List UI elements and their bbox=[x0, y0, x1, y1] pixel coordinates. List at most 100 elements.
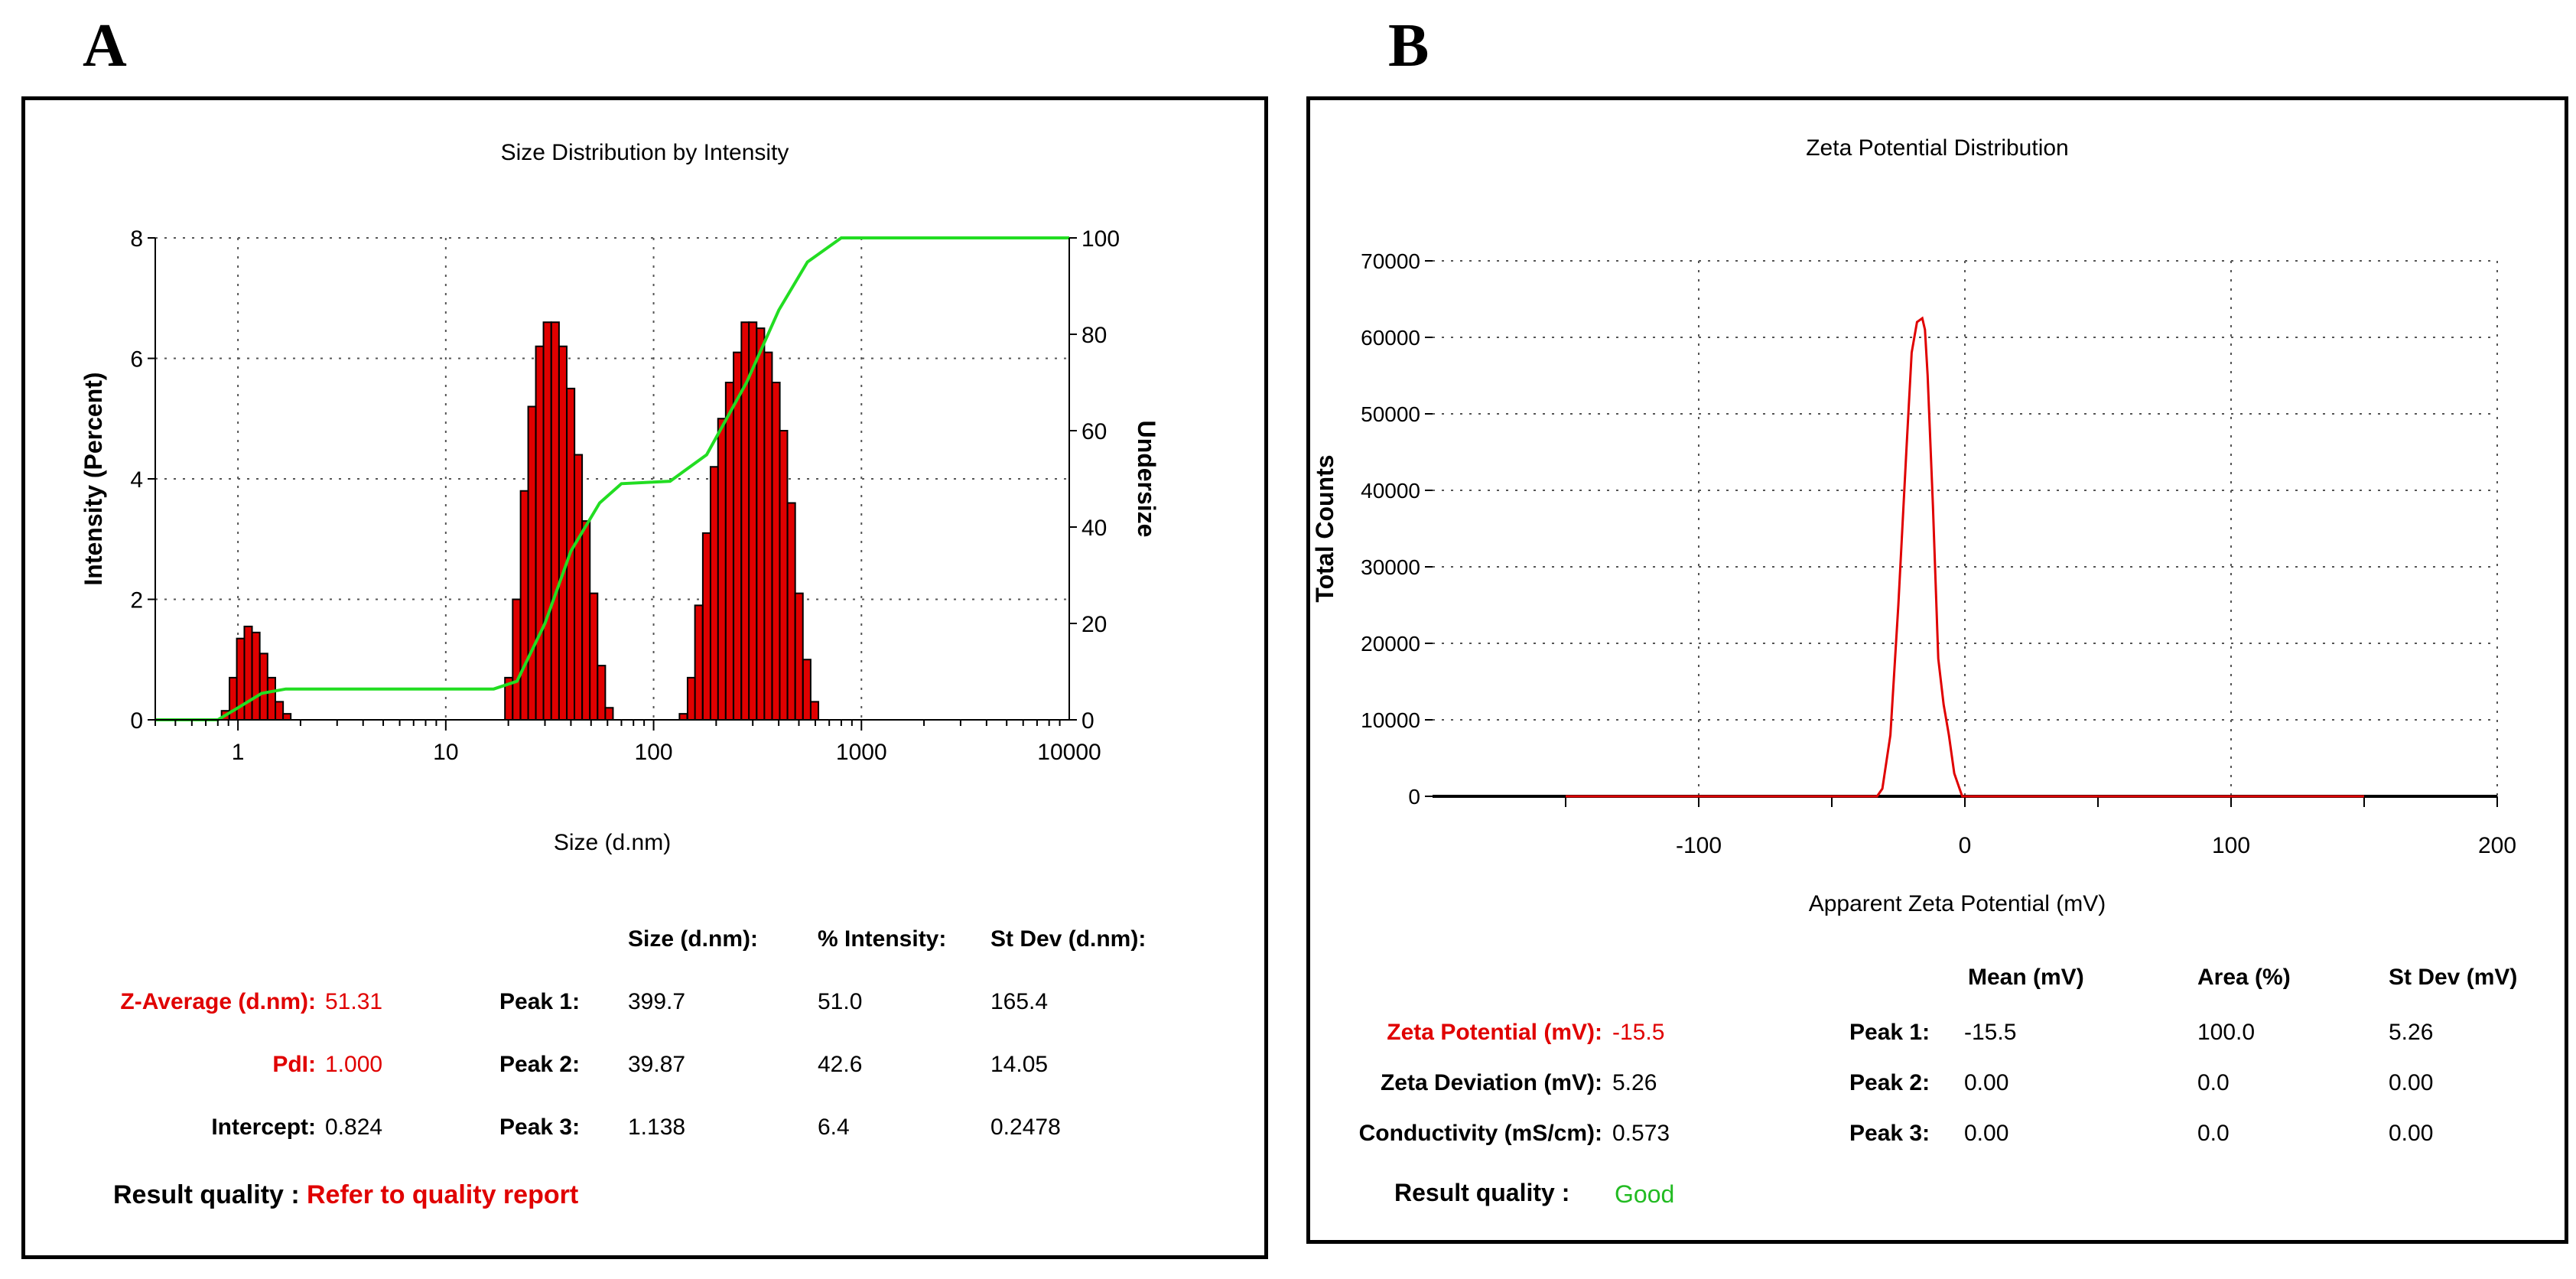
conductivity-label: Conductivity (mS/cm): bbox=[1358, 1121, 1602, 1146]
x-tick-label: 10000 bbox=[1037, 740, 1101, 765]
histogram-bar bbox=[550, 321, 560, 721]
result-quality-a-label: Result quality : bbox=[113, 1180, 300, 1209]
chart-a-title: Size Distribution by Intensity bbox=[500, 140, 789, 165]
histogram-bar bbox=[701, 532, 711, 721]
y-right-tick-label: 100 bbox=[1081, 226, 1120, 252]
result-quality-a-value: Refer to quality report bbox=[307, 1180, 579, 1209]
histogram-bar bbox=[779, 430, 789, 721]
result-quality-b-label: Result quality : bbox=[1394, 1179, 1570, 1206]
y-tick-label: 40000 bbox=[1361, 479, 1420, 503]
y-right-tick-label: 40 bbox=[1081, 516, 1107, 541]
peak-2-intensity: 42.6 bbox=[818, 1052, 863, 1077]
y-right-tick-label: 0 bbox=[1081, 708, 1094, 734]
x-tick-label: 200 bbox=[2478, 833, 2516, 858]
conductivity-value: 0.573 bbox=[1612, 1121, 1670, 1146]
peak-1-label: Peak 1: bbox=[499, 989, 581, 1014]
histogram-bar bbox=[748, 321, 758, 721]
y-right-tick-label: 60 bbox=[1081, 419, 1107, 444]
histogram-bar bbox=[251, 631, 261, 721]
x-tick-label: 1 bbox=[232, 740, 245, 765]
zeta-peak-2-area: 0.0 bbox=[2197, 1070, 2230, 1095]
y-tick-label: 60000 bbox=[1361, 326, 1420, 350]
x-tick-label: 100 bbox=[2212, 833, 2250, 858]
histogram-bar bbox=[733, 351, 743, 721]
zeta-potential-label: Zeta Potential (mV): bbox=[1387, 1020, 1602, 1045]
z-average-value: 51.31 bbox=[325, 989, 383, 1014]
peak-1-intensity: 51.0 bbox=[818, 989, 863, 1014]
chart-b-svg: 0 10000 20000 30000 40000 50000 60000 70000 -100… bbox=[1311, 249, 2516, 916]
histogram-bar bbox=[771, 382, 781, 721]
panel-a: Size Distribution by Intensity 0 2 4 6 8 0 20 4… bbox=[21, 96, 1268, 1259]
panel-b: Zeta Potential Distribution 0 10000 20000 3… bbox=[1306, 96, 2568, 1244]
histogram-bar bbox=[512, 598, 522, 721]
result-quality-b-value: Good bbox=[1615, 1180, 1675, 1208]
zeta-peak-1-mean: -15.5 bbox=[1964, 1020, 2017, 1045]
y-tick-label: 10000 bbox=[1361, 708, 1420, 732]
x-tick-label: 0 bbox=[1959, 833, 1972, 858]
histogram-bar bbox=[558, 345, 568, 721]
table-b-header-stdev: St Dev (mV) bbox=[2389, 965, 2518, 990]
table-b-header-mean: Mean (mV) bbox=[1968, 965, 2084, 990]
histogram-bar bbox=[763, 351, 773, 721]
zeta-peak-3-mean: 0.00 bbox=[1964, 1121, 2009, 1146]
z-average-label: Z-Average (d.nm): bbox=[120, 989, 316, 1014]
peak-3-stdev: 0.2478 bbox=[990, 1115, 1061, 1140]
y-tick-label: 70000 bbox=[1361, 249, 1420, 273]
histogram-bar bbox=[686, 676, 697, 721]
histogram-bar bbox=[597, 665, 607, 721]
x-tick-label: 100 bbox=[635, 740, 673, 765]
y-right-tick-label: 20 bbox=[1081, 612, 1107, 637]
pdi-label: PdI: bbox=[272, 1052, 316, 1077]
peak-3-intensity: 6.4 bbox=[818, 1115, 850, 1140]
undersize-curve bbox=[155, 236, 1069, 721]
zeta-peak-1-label: Peak 1: bbox=[1849, 1020, 1930, 1045]
histogram-bar bbox=[794, 592, 804, 721]
peak-2-label: Peak 2: bbox=[499, 1052, 581, 1077]
histogram-bar bbox=[535, 345, 545, 721]
histogram-bar bbox=[282, 713, 292, 721]
chart-b-xlabel: Apparent Zeta Potential (mV) bbox=[1809, 891, 2106, 916]
zeta-peak-2-mean: 0.00 bbox=[1964, 1070, 2009, 1095]
histogram-bar bbox=[709, 466, 720, 721]
histogram-bar bbox=[678, 713, 688, 721]
chart-a-ylabel-right: Undersize bbox=[1133, 421, 1160, 538]
peak-3-label: Peak 3: bbox=[499, 1115, 581, 1140]
histogram-bar bbox=[275, 701, 285, 721]
chart-b-title: Zeta Potential Distribution bbox=[1806, 135, 2069, 161]
zeta-peak-2-label: Peak 2: bbox=[1849, 1070, 1930, 1095]
y-tick-label: 4 bbox=[130, 467, 143, 493]
zeta-deviation-label: Zeta Deviation (mV): bbox=[1380, 1070, 1602, 1095]
peak-1-size: 399.7 bbox=[628, 989, 686, 1014]
table-a-header-intensity: % Intensity: bbox=[818, 926, 947, 952]
peak-2-stdev: 14.05 bbox=[990, 1052, 1049, 1077]
histogram-bar bbox=[259, 653, 268, 721]
x-tick-label: 1000 bbox=[836, 740, 887, 765]
zeta-distribution-line bbox=[1566, 316, 2364, 798]
y-tick-label: 20000 bbox=[1361, 632, 1420, 656]
table-a-header-stdev: St Dev (d.nm): bbox=[990, 926, 1147, 952]
peak-3-size: 1.138 bbox=[628, 1115, 686, 1140]
histogram-bar bbox=[717, 418, 727, 721]
zeta-peak-3-stdev: 0.00 bbox=[2389, 1121, 2434, 1146]
histogram-bar bbox=[527, 405, 537, 721]
chart-b-ylabel: Total Counts bbox=[1311, 454, 1338, 602]
histogram-bar bbox=[786, 502, 796, 721]
zeta-peak-2-stdev: 0.00 bbox=[2389, 1070, 2434, 1095]
histogram-bar bbox=[604, 707, 614, 721]
panel-b-letter: B bbox=[1388, 12, 1429, 80]
chart-a-ylabel: Intensity (Percent) bbox=[80, 372, 107, 585]
x-tick-label: -100 bbox=[1676, 833, 1722, 858]
panel-a-letter: A bbox=[83, 12, 127, 80]
histogram-bar bbox=[809, 701, 820, 721]
histogram-bar bbox=[756, 327, 766, 721]
peak-2-size: 39.87 bbox=[628, 1052, 686, 1077]
histogram-bar bbox=[694, 604, 704, 721]
zeta-potential-value: -15.5 bbox=[1612, 1020, 1665, 1045]
histogram-bar bbox=[519, 490, 529, 721]
histogram-bar bbox=[266, 676, 277, 721]
histogram-bar bbox=[542, 321, 552, 721]
y-tick-label: 0 bbox=[130, 708, 143, 734]
histogram-bar bbox=[243, 625, 253, 721]
histogram-bar bbox=[802, 659, 812, 721]
